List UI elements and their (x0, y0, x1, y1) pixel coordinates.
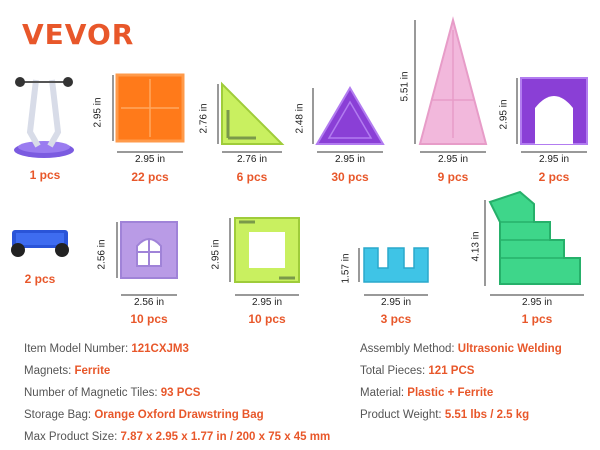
spec-model: Item Model Number: 121CXJM3 (24, 343, 189, 355)
dimension-line (420, 151, 486, 153)
dim-width: 2.95 in (437, 154, 469, 165)
spec-label: Item Model Number: (24, 343, 132, 355)
dim-height: 2.95 in (498, 99, 510, 130)
pink-tall-triangle-tile (418, 16, 488, 145)
dim-height: 2.95 in (92, 97, 104, 128)
spec-value: 7.87 x 2.95 x 1.77 in / 200 x 75 x 45 mm (120, 431, 331, 443)
dim-width: 2.95 in (134, 154, 166, 165)
count-tall-triangle: 9 pcs (437, 170, 469, 184)
dimension-line (358, 248, 360, 282)
dim-width: 2.95 in (538, 154, 570, 165)
dimension-line (414, 20, 416, 144)
dim-width: 2.76 in (236, 154, 268, 165)
spec-label: Number of Magnetic Tiles: (24, 387, 161, 399)
spec-material: Material: Plastic + Ferrite (360, 387, 493, 399)
spec-size: Max Product Size: 7.87 x 2.95 x 1.77 in … (24, 431, 330, 443)
spec-label: Product Weight: (360, 409, 445, 421)
spec-value: 93 PCS (160, 387, 201, 399)
dimension-line (235, 294, 299, 296)
spec-label: Magnets: (24, 365, 75, 377)
cyan-comb-tile (363, 247, 429, 283)
count-square: 22 pcs (131, 170, 169, 184)
count-frame: 10 pcs (248, 312, 286, 326)
spec-bag: Storage Bag: Orange Oxford Drawstring Ba… (24, 409, 264, 421)
count-car: 2 pcs (24, 272, 56, 286)
connector-piece-image (14, 77, 74, 158)
count-comb: 3 pcs (380, 312, 412, 326)
dim-width: 2.95 in (521, 297, 553, 308)
spec-assembly: Assembly Method: Ultrasonic Welding (360, 343, 562, 355)
dimension-line (516, 78, 518, 144)
dim-height: 2.76 in (198, 103, 210, 134)
blue-car-base-image (11, 230, 69, 257)
dim-height: 2.95 in (210, 239, 222, 270)
dimension-line (312, 88, 314, 144)
lime-frame-tile (234, 217, 300, 283)
spec-tiles: Number of Magnetic Tiles: 93 PCS (24, 387, 200, 399)
spec-magnets: Magnets: Ferrite (24, 365, 110, 377)
count-triangle: 30 pcs (331, 170, 369, 184)
count-connector: 1 pcs (29, 168, 61, 182)
spec-value: Ultrasonic Welding (457, 343, 562, 355)
spec-value: Orange Oxford Drawstring Bag (94, 409, 264, 421)
count-window: 10 pcs (130, 312, 168, 326)
lavender-window-tile (120, 221, 178, 279)
dimension-line (117, 151, 183, 153)
spec-value: 121 PCS (428, 365, 475, 377)
dimension-line (364, 294, 428, 296)
dimension-line (217, 84, 219, 144)
spec-weight: Product Weight: 5.51 lbs / 2.5 kg (360, 409, 529, 421)
spec-label: Storage Bag: (24, 409, 95, 421)
dim-width: 2.95 in (380, 297, 412, 308)
spec-total: Total Pieces: 121 PCS (360, 365, 474, 377)
spec-value: 121CXJM3 (131, 343, 189, 355)
purple-triangle-tile (315, 86, 385, 145)
spec-value: 5.51 lbs / 2.5 kg (444, 409, 530, 421)
dim-width: 2.95 in (251, 297, 283, 308)
orange-square-tile (115, 73, 185, 143)
spec-label: Assembly Method: (360, 343, 458, 355)
dim-height: 1.57 in (340, 253, 352, 284)
dim-height: 4.13 in (470, 231, 482, 262)
dimension-line (317, 151, 383, 153)
spec-value: Ferrite (74, 365, 111, 377)
dimension-line (121, 294, 177, 296)
spec-value: Plastic + Ferrite (407, 387, 494, 399)
dim-height: 5.51 in (399, 71, 411, 102)
dimension-line (222, 151, 282, 153)
dim-width: 2.56 in (133, 297, 165, 308)
dimension-line (490, 294, 584, 296)
count-right-triangle: 6 pcs (236, 170, 268, 184)
dimension-line (229, 218, 231, 282)
dim-height: 2.48 in (294, 103, 306, 134)
count-stairs: 1 pcs (521, 312, 553, 326)
spec-label: Max Product Size: (24, 431, 121, 443)
green-stairs-tile (488, 190, 581, 285)
dim-width: 2.95 in (334, 154, 366, 165)
lime-right-triangle-tile (221, 81, 285, 145)
purple-arch-tile (520, 77, 588, 145)
spec-label: Material: (360, 387, 408, 399)
dimension-line (116, 222, 118, 278)
count-arch: 2 pcs (538, 170, 570, 184)
spec-label: Total Pieces: (360, 365, 429, 377)
dim-height: 2.56 in (96, 239, 108, 270)
dimension-line (484, 200, 486, 286)
brand-logo: VEVOR (22, 18, 135, 51)
dimension-line (112, 75, 114, 141)
dimension-line (521, 151, 587, 153)
